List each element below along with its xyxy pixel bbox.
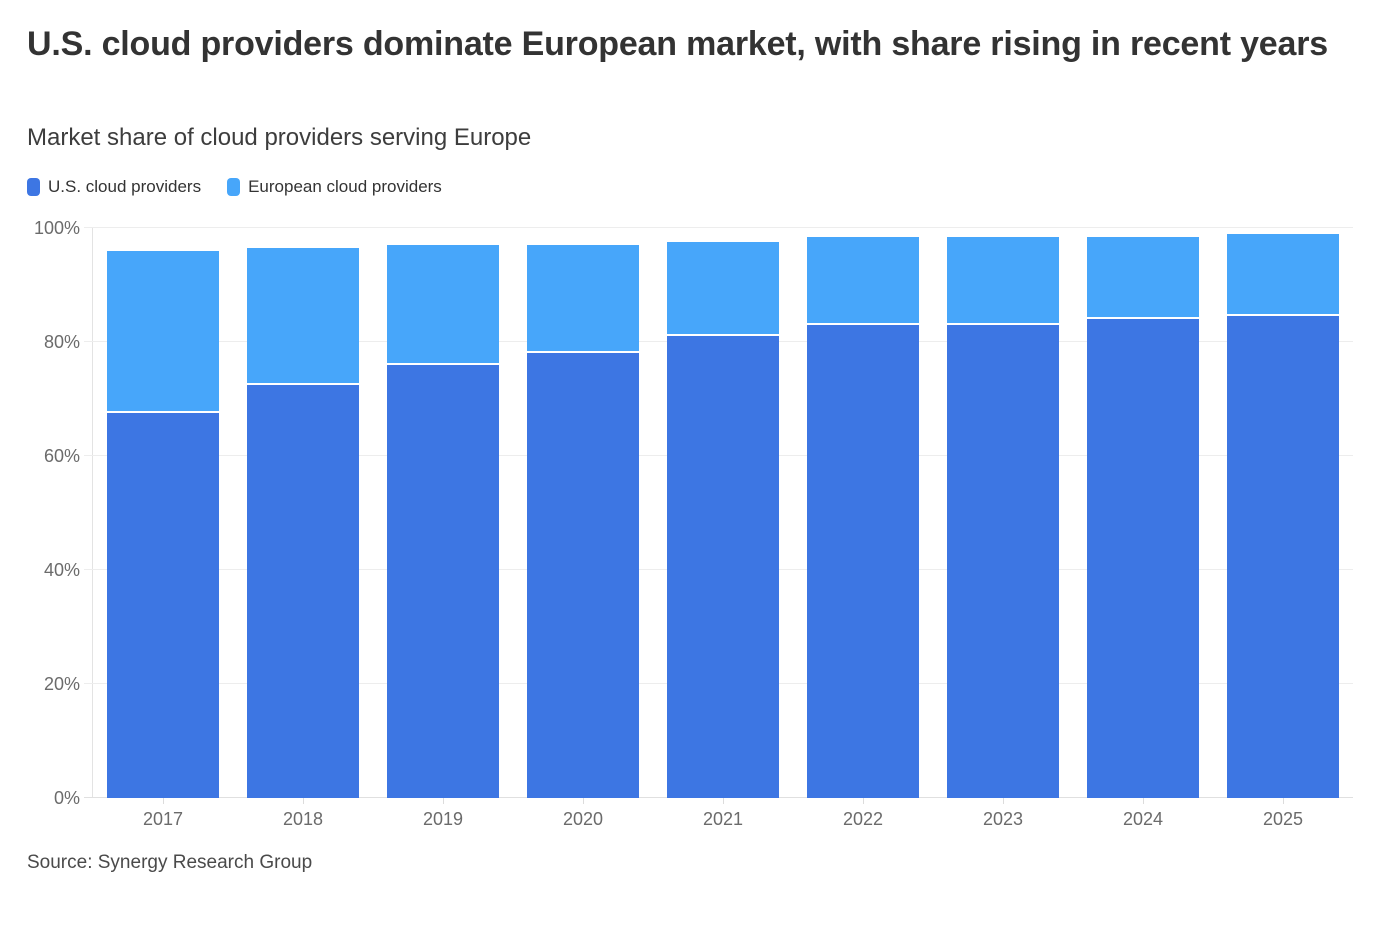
x-tick-2017 (163, 798, 164, 804)
x-axis-label-2022: 2022 (842, 809, 884, 829)
bar-2020-us-segment (527, 353, 639, 798)
legend-item-eu: European cloud providers (227, 177, 442, 197)
bar-2024-eu-segment (1087, 236, 1199, 320)
legend-label-us: U.S. cloud providers (48, 177, 202, 196)
x-axis-label-2017: 2017 (142, 809, 184, 829)
legend-label-eu: European cloud providers (248, 177, 442, 196)
y-axis-label-0: 0% (53, 788, 80, 808)
x-tick-2023 (1003, 798, 1004, 804)
bar-2021: 2021 (667, 228, 779, 829)
bar-2017-us-segment (107, 413, 219, 798)
y-axis-label-100: 100% (33, 218, 80, 238)
x-axis-label-2021: 2021 (702, 809, 744, 829)
bar-2024-us-segment (1087, 319, 1199, 798)
y-axis-label-20: 20% (43, 674, 80, 694)
x-axis-label-2023: 2023 (982, 809, 1024, 829)
bar-2024: 2024 (1087, 228, 1199, 829)
x-axis-label-2024: 2024 (1122, 809, 1164, 829)
bar-2017-eu-segment (107, 250, 219, 414)
chart-title: U.S. cloud providers dominate European m… (27, 25, 1328, 63)
bar-2018-eu-segment (247, 247, 359, 385)
bar-2025-eu-segment (1227, 233, 1339, 317)
bar-2021-eu-segment (667, 242, 779, 337)
y-axis: 0% 20% 40% 60% 80% 100% (0, 218, 80, 808)
x-tick-2025 (1283, 798, 1284, 804)
bar-2018: 2018 (247, 228, 359, 829)
x-axis-label-2020: 2020 (562, 809, 604, 829)
x-axis-label-2025: 2025 (1262, 809, 1304, 829)
bar-2023-us-segment (947, 324, 1059, 798)
bars-container: 2017 2018 2019 2020 2021 2022 2023 2024 2025 (93, 228, 1353, 829)
bar-2023: 2023 (947, 228, 1059, 829)
legend-swatch-us-icon (27, 178, 40, 196)
bar-2019-eu-segment (387, 245, 499, 365)
bar-2019: 2019 (387, 228, 499, 829)
y-axis-label-80: 80% (43, 332, 80, 352)
legend-item-us: U.S. cloud providers (27, 177, 201, 197)
x-tick-2020 (583, 798, 584, 804)
bar-2025-us-segment (1227, 316, 1339, 798)
gridline-100 (84, 227, 1353, 228)
bar-2025: 2025 (1227, 228, 1339, 829)
bar-2020: 2020 (527, 228, 639, 829)
plot-area: 2017 2018 2019 2020 2021 2022 2023 2024 2025 (84, 227, 1353, 829)
bar-2021-us-segment (667, 336, 779, 798)
y-axis-label-60: 60% (43, 446, 80, 466)
bar-2022-eu-segment (807, 236, 919, 325)
bar-2023-eu-segment (947, 236, 1059, 325)
x-axis-label-2018: 2018 (282, 809, 324, 829)
y-axis-label-40: 40% (43, 560, 80, 580)
legend-swatch-eu-icon (227, 178, 241, 196)
x-tick-2022 (863, 798, 864, 804)
bar-2018-us-segment (247, 384, 359, 798)
source-attribution: Source: Synergy Research Group (27, 852, 313, 873)
x-tick-2021 (723, 798, 724, 804)
bar-2020-eu-segment (527, 245, 639, 354)
x-tick-2024 (1143, 798, 1144, 804)
legend: U.S. cloud providers European cloud prov… (27, 176, 442, 198)
bar-2022: 2022 (807, 228, 919, 829)
bar-2019-us-segment (387, 364, 499, 798)
x-tick-2019 (443, 798, 444, 804)
bar-2017: 2017 (107, 228, 219, 829)
chart-subtitle: Market share of cloud providers serving … (27, 124, 532, 151)
bar-2022-us-segment (807, 324, 919, 798)
x-tick-2018 (303, 798, 304, 804)
x-axis-label-2019: 2019 (422, 809, 464, 829)
